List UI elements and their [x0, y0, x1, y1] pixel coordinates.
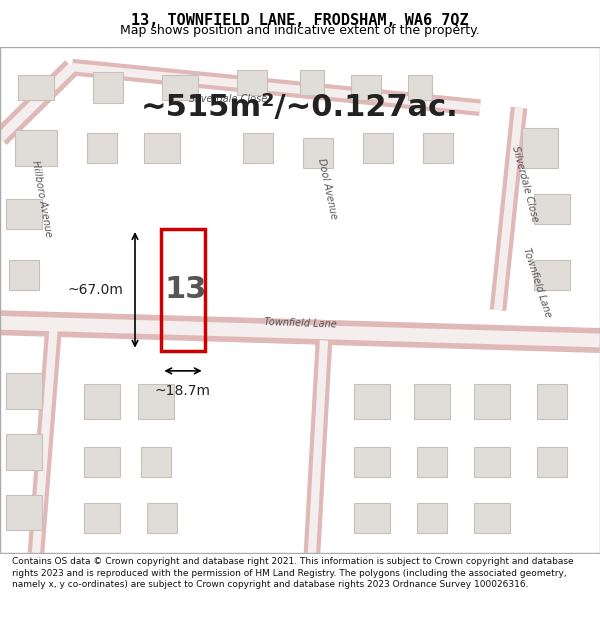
Bar	[474, 384, 510, 419]
Bar	[162, 75, 198, 100]
Bar	[414, 384, 450, 419]
Bar	[537, 384, 567, 419]
Text: Contains OS data © Crown copyright and database right 2021. This information is : Contains OS data © Crown copyright and d…	[12, 557, 574, 589]
Bar	[417, 503, 447, 533]
Bar	[161, 229, 205, 351]
Bar	[354, 503, 390, 533]
Bar	[522, 128, 558, 168]
Bar	[18, 75, 54, 100]
Bar	[144, 133, 180, 163]
Text: Map shows position and indicative extent of the property.: Map shows position and indicative extent…	[120, 24, 480, 36]
Bar	[354, 447, 390, 478]
Bar	[534, 194, 570, 224]
Text: Hillboro Avenue: Hillboro Avenue	[31, 159, 53, 238]
Bar	[84, 447, 120, 478]
Bar	[138, 384, 174, 419]
Bar	[147, 503, 177, 533]
Text: Townfield Lane: Townfield Lane	[521, 246, 553, 318]
Bar	[9, 259, 39, 290]
Text: Dool Avenue: Dool Avenue	[316, 158, 338, 220]
Bar	[237, 69, 267, 95]
Bar	[15, 131, 57, 166]
Bar	[87, 133, 117, 163]
Bar	[417, 447, 447, 478]
Text: ~18.7m: ~18.7m	[155, 384, 211, 398]
Bar	[243, 133, 273, 163]
Text: 13: 13	[165, 276, 207, 304]
Bar	[363, 133, 393, 163]
Bar	[6, 434, 42, 469]
Bar	[6, 495, 42, 531]
Bar	[474, 447, 510, 478]
Bar	[93, 72, 123, 102]
Bar	[423, 133, 453, 163]
Bar	[534, 259, 570, 290]
Bar	[408, 75, 432, 100]
Text: Silverdale Close: Silverdale Close	[189, 94, 267, 104]
Bar	[303, 138, 333, 168]
Bar	[300, 69, 324, 95]
Text: 13, TOWNFIELD LANE, FRODSHAM, WA6 7QZ: 13, TOWNFIELD LANE, FRODSHAM, WA6 7QZ	[131, 13, 469, 28]
Text: ~515m²/~0.127ac.: ~515m²/~0.127ac.	[141, 93, 459, 122]
Text: ~67.0m: ~67.0m	[67, 283, 123, 297]
Text: Townfield Lane: Townfield Lane	[263, 316, 337, 329]
Bar	[474, 503, 510, 533]
Text: Silverdale Close: Silverdale Close	[510, 144, 540, 222]
Bar	[6, 373, 42, 409]
Bar	[6, 199, 42, 229]
Bar	[354, 384, 390, 419]
Bar	[141, 447, 171, 478]
Bar	[537, 447, 567, 478]
Bar	[84, 384, 120, 419]
Bar	[84, 503, 120, 533]
Bar	[351, 75, 381, 100]
